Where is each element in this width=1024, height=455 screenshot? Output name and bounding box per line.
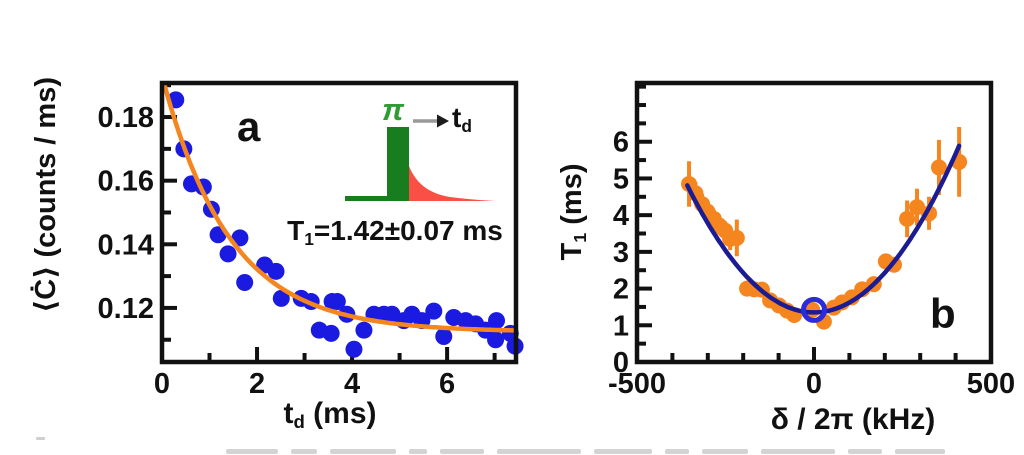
panel-a-fit-annotation: T1=1.42±0.07 ms — [270, 215, 520, 250]
x-tick-label: 0 — [154, 368, 170, 400]
caption-fragment — [440, 449, 484, 454]
x-tick-label: -500 — [608, 368, 666, 400]
data-point — [909, 199, 926, 216]
panel-b-letter: b — [930, 290, 956, 337]
data-point — [488, 312, 506, 330]
inset-baseline — [345, 196, 409, 201]
x-tick-label: 0 — [806, 368, 822, 400]
caption-fragment — [761, 449, 835, 454]
data-point — [728, 229, 745, 246]
data-point — [236, 273, 254, 291]
caption-fragment — [291, 449, 317, 454]
data-point — [272, 289, 290, 307]
y-tick-label: 0.14 — [98, 229, 154, 261]
inset-pi-pulse-label: π — [382, 92, 405, 127]
annotation-sub: 1 — [304, 228, 314, 249]
y-tick-label: 3 — [613, 237, 629, 269]
y-tick-label: 6 — [613, 127, 629, 159]
panel-b-x-axis-label: δ / 2π (kHz) — [770, 403, 936, 436]
y-tick-label: 0 — [613, 347, 629, 379]
data-point — [267, 262, 285, 280]
data-point — [345, 340, 363, 358]
panel-a-x-label-main: t — [283, 397, 294, 430]
annotation-rest: =1.42±0.07 ms — [313, 215, 503, 246]
inset-delay-sub: d — [461, 115, 472, 136]
fit-curve — [164, 85, 514, 333]
panel-a-x-axis-label: td (ms) — [230, 397, 430, 433]
annotation-main: T — [287, 215, 305, 246]
caption-fragment — [702, 449, 748, 454]
y-tick-label: 5 — [613, 163, 629, 195]
data-point — [355, 321, 373, 339]
panel-a-x-label-rest: (ms) — [304, 397, 377, 430]
x-tick-label: 6 — [439, 368, 455, 400]
cropped-caption-fragments — [226, 449, 945, 455]
y-tick-label: 4 — [613, 200, 629, 232]
x-tick-label: 4 — [344, 368, 360, 400]
panel-b-y-label-rest: (ms) — [556, 163, 588, 233]
reference-open-circle — [801, 296, 827, 323]
x-tick-label: 500 — [967, 368, 1015, 400]
data-point — [322, 324, 340, 342]
caption-fragment — [895, 449, 945, 454]
inset-pi-pulse — [387, 127, 409, 201]
caption-fragment — [848, 449, 882, 454]
data-point — [487, 331, 505, 349]
inset-delay-label: td — [452, 102, 472, 137]
panel-a: 0 2 4 6 0.12 0.14 0.16 0.18 — [98, 80, 524, 400]
y-tick-label: 0.16 — [98, 166, 154, 198]
panel-a-x-label-sub: d — [293, 411, 305, 433]
inset-arrow-head-icon — [437, 114, 449, 128]
panel-a-y-axis-label: ⟨Ċ⟩ (counts / ms) — [30, 77, 62, 313]
data-point — [425, 302, 443, 320]
inset-delay-main: t — [452, 102, 462, 133]
caption-fragment — [594, 449, 652, 454]
data-point — [930, 159, 947, 176]
data-point — [435, 328, 453, 346]
caption-fragment — [226, 449, 278, 454]
stray-mark — [36, 437, 45, 440]
plot-box — [159, 80, 519, 365]
panel-b-y-axis-label: T1 (ms) — [551, 92, 593, 332]
x-tick-label: 2 — [249, 368, 265, 400]
y-tick-label: 0.12 — [98, 293, 154, 325]
caption-fragment — [409, 449, 427, 454]
data-point — [899, 210, 916, 227]
y-tick-label: 0.18 — [98, 102, 154, 134]
caption-fragment — [330, 449, 396, 454]
y-tick-label: 2 — [613, 274, 629, 306]
panel-b-y-label-main: T — [556, 242, 588, 261]
pulse-sequence-inset — [345, 114, 496, 201]
panel-a-letter: a — [237, 103, 261, 150]
data-point — [328, 293, 346, 311]
data-point — [219, 245, 237, 263]
panel-b-y-label-sub: 1 — [570, 232, 591, 243]
caption-fragment — [665, 449, 689, 454]
caption-fragment — [497, 449, 581, 454]
plot-box — [634, 80, 994, 365]
inset-decay-shape — [409, 166, 496, 201]
y-tick-label: 1 — [613, 310, 629, 342]
